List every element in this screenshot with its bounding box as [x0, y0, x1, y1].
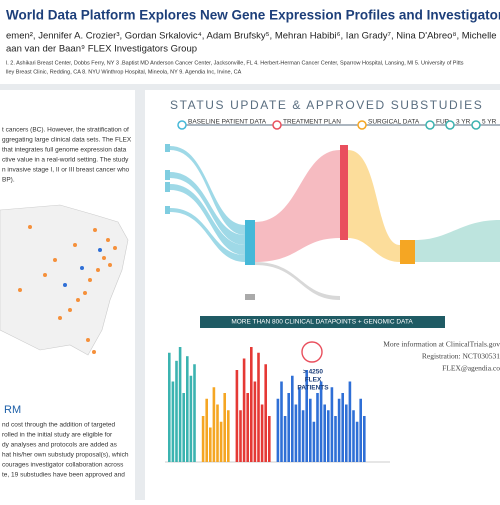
bar	[352, 410, 355, 462]
intro-line: ctive value in a real-world setting. The…	[2, 157, 129, 164]
timeline-label: SURGICAL DATA	[368, 119, 420, 126]
sankey-nodes	[165, 144, 415, 300]
map	[0, 204, 129, 356]
patients-text: FLEX	[305, 377, 322, 384]
affiliation: l. 2. Ashikari Breast Center, Dobbs Ferr…	[6, 60, 464, 66]
intro-line: BP).	[2, 177, 15, 184]
bar	[193, 364, 196, 462]
timeline-label: BASELINE PATIENT DATA	[188, 119, 267, 126]
timeline-label: FUP	[436, 119, 449, 126]
bar	[216, 404, 219, 462]
bar	[348, 381, 352, 462]
bar	[264, 364, 267, 462]
section-heading: RM	[4, 404, 21, 416]
bar	[268, 416, 271, 462]
authors: emen², Jennifer A. Crozier³, Gordan Srka…	[6, 31, 500, 42]
sankey	[170, 146, 500, 300]
timeline-label: 5 YR	[482, 119, 497, 126]
bar	[253, 381, 257, 462]
intro-line: ggregating large clinical data sets. The…	[2, 137, 132, 144]
bar	[201, 416, 205, 462]
bar	[355, 421, 359, 462]
bar	[316, 393, 319, 462]
banner-text: MORE THAN 800 CLINICAL DATAPOINTS + GENO…	[231, 319, 413, 326]
bar	[341, 393, 344, 462]
patients-text: > 4250	[303, 369, 323, 376]
timeline-icon	[471, 120, 481, 130]
platform-line: courages investigator collaboration acro…	[2, 462, 124, 469]
timeline-icon	[445, 120, 455, 130]
bar	[305, 370, 308, 462]
bar	[257, 352, 260, 462]
section-title: STATUS UPDATE & APPROVED SUBSTUDIES	[170, 98, 483, 112]
bar	[345, 404, 348, 462]
bar	[287, 393, 290, 462]
affiliation: lley Breast Clinic, Redding, CA 8. NYU W…	[6, 69, 242, 75]
bar	[227, 410, 230, 462]
bar	[209, 427, 212, 462]
bar	[309, 398, 312, 462]
authors: aan van der Baan⁹ FLEX Investigators Gro…	[6, 44, 197, 55]
bar	[312, 421, 316, 462]
timeline-icon	[272, 120, 282, 130]
timeline-icon	[357, 120, 367, 130]
bar	[239, 410, 242, 462]
patients-icon	[301, 341, 323, 363]
bar	[175, 360, 178, 462]
platform-line: nd cost through the addition of targeted	[2, 422, 115, 429]
bar	[212, 387, 216, 462]
timeline-icon	[177, 120, 187, 130]
bar	[178, 347, 182, 462]
bar	[337, 398, 341, 462]
bar	[334, 416, 337, 462]
platform-line: te, 19 substudies have been approved and	[2, 472, 125, 479]
bar	[171, 381, 175, 462]
contact-line: FLEX@agendia.co	[442, 364, 500, 373]
bar	[280, 381, 283, 462]
timeline-icon	[425, 120, 435, 130]
bar	[235, 370, 239, 462]
title: World Data Platform Explores New Gene Ex…	[6, 8, 500, 23]
bar	[276, 398, 280, 462]
contact-line: Registration: NCT030531	[422, 352, 500, 361]
bar	[219, 421, 223, 462]
bar	[363, 416, 366, 462]
bar	[294, 404, 298, 462]
intro-line: t cancers (BC). However, the stratificat…	[2, 127, 129, 134]
bar	[319, 381, 323, 462]
bar	[327, 410, 330, 462]
bar	[330, 387, 334, 462]
banner	[200, 316, 445, 328]
bar	[260, 404, 264, 462]
bar	[242, 358, 246, 462]
platform-line: dy analyses and protocols are added as	[2, 442, 118, 449]
bar	[301, 410, 305, 462]
bar	[250, 347, 253, 462]
contact-line: More information at ClinicalTrials.gov	[383, 340, 500, 349]
bar	[186, 356, 189, 462]
timeline-label: TREATMENT PLAN	[283, 119, 341, 126]
bar	[359, 398, 362, 462]
platform-line: hat his/her own substudy proposal(s), wh…	[2, 452, 129, 459]
bar	[205, 398, 208, 462]
bar	[246, 393, 249, 462]
bar	[189, 375, 193, 462]
bar	[298, 387, 301, 462]
bar	[223, 393, 226, 462]
timeline-label: 3 YR	[456, 119, 471, 126]
bar	[182, 393, 185, 462]
patients-text: PATIENTS	[297, 385, 329, 392]
bar	[168, 352, 171, 462]
intro-line: that integrates full genome expression d…	[2, 147, 127, 154]
platform-line: rolled in the initial study are eligible…	[2, 432, 113, 439]
bar	[323, 404, 326, 462]
intro-line: n invasive stage I, II or III breast can…	[2, 167, 130, 174]
bar	[283, 416, 287, 462]
bar	[291, 375, 294, 462]
